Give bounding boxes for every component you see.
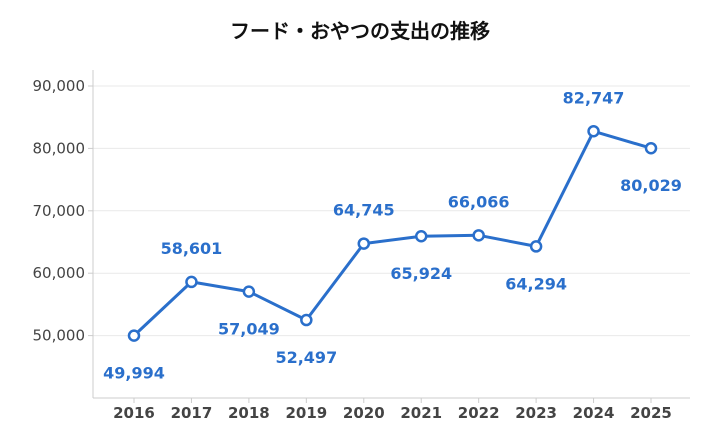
data-label: 52,497 bbox=[275, 348, 337, 367]
series-spend bbox=[127, 125, 658, 342]
data-labels: 49,994 58,601 57,049 52,497 64,745 65,924 66,0… bbox=[103, 88, 682, 382]
y-tick-label: 50,000 bbox=[33, 327, 86, 345]
series-line bbox=[132, 129, 652, 337]
x-tick-label: 2019 bbox=[285, 404, 327, 422]
data-label: 82,747 bbox=[563, 88, 625, 107]
grid-lines bbox=[93, 85, 690, 337]
data-point bbox=[644, 141, 658, 155]
y-tick-label: 90,000 bbox=[33, 77, 86, 95]
y-tick-label: 70,000 bbox=[33, 202, 86, 220]
x-axis-ticks: 2016 2017 2018 2019 2020 2021 2022 2023 2024 2025 bbox=[113, 398, 672, 422]
x-tick-label: 2024 bbox=[573, 404, 615, 422]
data-point bbox=[185, 275, 198, 289]
x-tick-label: 2022 bbox=[458, 404, 500, 422]
data-point bbox=[529, 240, 543, 253]
x-tick-label: 2018 bbox=[228, 404, 270, 422]
data-point bbox=[472, 229, 485, 242]
y-axis-ticks: 50,000 60,000 70,000 80,000 90,000 bbox=[33, 77, 93, 345]
x-tick-label: 2021 bbox=[400, 404, 442, 422]
axes bbox=[92, 70, 690, 399]
data-point bbox=[300, 313, 313, 327]
y-tick-label: 80,000 bbox=[33, 139, 86, 157]
x-tick-label: 2020 bbox=[343, 404, 385, 422]
x-tick-label: 2023 bbox=[515, 404, 557, 422]
chart-title: フード・おやつの支出の推移 bbox=[230, 19, 490, 43]
data-label: 80,029 bbox=[620, 176, 682, 195]
data-label: 65,924 bbox=[390, 264, 452, 283]
x-tick-label: 2016 bbox=[113, 404, 155, 422]
x-tick-label: 2017 bbox=[171, 404, 213, 422]
data-label: 64,294 bbox=[505, 274, 567, 293]
data-label: 64,745 bbox=[333, 201, 395, 220]
data-label: 66,066 bbox=[448, 192, 510, 211]
x-tick-label: 2025 bbox=[630, 404, 672, 422]
y-tick-label: 60,000 bbox=[33, 264, 86, 282]
data-point bbox=[127, 329, 141, 342]
data-label: 57,049 bbox=[218, 320, 280, 339]
data-point bbox=[357, 237, 371, 250]
data-label: 58,601 bbox=[161, 239, 223, 258]
data-point bbox=[414, 229, 428, 243]
data-point bbox=[242, 285, 256, 298]
data-point bbox=[587, 125, 600, 138]
data-label: 49,994 bbox=[103, 364, 165, 383]
